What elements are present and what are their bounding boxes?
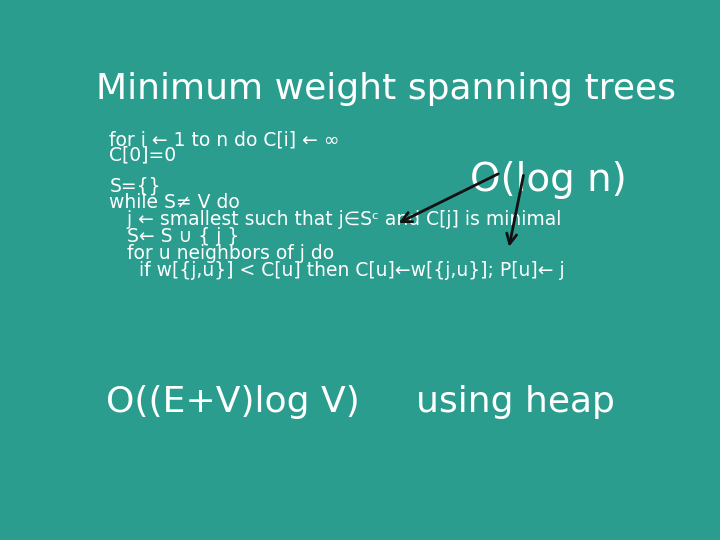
Text: Minimum weight spanning trees: Minimum weight spanning trees (96, 72, 676, 106)
Text: C[0]=0: C[0]=0 (109, 146, 176, 165)
Text: O((E+V)log V): O((E+V)log V) (106, 385, 359, 419)
Text: using heap: using heap (415, 385, 614, 419)
Text: for u neighbors of j do: for u neighbors of j do (109, 244, 335, 263)
Text: if w[{j,u}] < C[u] then C[u]←w[{j,u}]; P[u]← j: if w[{j,u}] < C[u] then C[u]←w[{j,u}]; P… (109, 261, 565, 280)
Text: S← S ∪ { j }: S← S ∪ { j } (109, 227, 240, 246)
Text: O(log n): O(log n) (469, 161, 626, 199)
Text: for i ← 1 to n do C[i] ← ∞: for i ← 1 to n do C[i] ← ∞ (109, 130, 340, 149)
Text: S={}: S={} (109, 177, 161, 195)
Text: while S≠ V do: while S≠ V do (109, 193, 240, 212)
Text: j ← smallest such that j∈Sᶜ and C[j] is minimal: j ← smallest such that j∈Sᶜ and C[j] is … (109, 211, 562, 229)
